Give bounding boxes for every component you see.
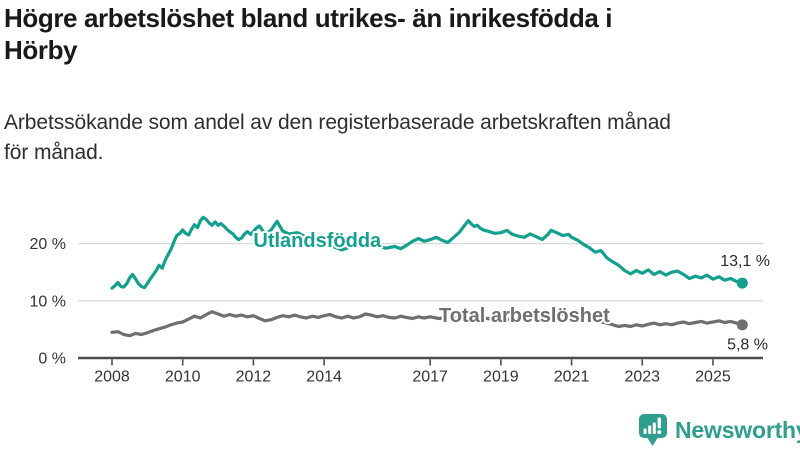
y-axis-tick-label: 0 %: [38, 351, 66, 368]
x-axis-tick-label: 2019: [483, 369, 519, 386]
page-title-line-1: Högre arbetslöshet bland utrikes- än inr…: [4, 3, 613, 33]
page-subtitle: Arbetssökande som andel av den registerb…: [4, 108, 792, 168]
x-axis-tick-label: 2021: [554, 369, 590, 386]
x-axis-tick-label: 2014: [306, 369, 342, 386]
x-axis-tick-label: 2010: [165, 369, 201, 386]
newsworthy-bubble-chart-icon: [639, 414, 667, 446]
series-line: [110, 215, 744, 290]
series-label: Total arbetslöshet: [439, 305, 610, 327]
series-end-dot: [736, 319, 748, 331]
x-axis-tick-label: 2017: [412, 369, 448, 386]
page-title-line-2: Hörby: [4, 35, 78, 65]
newsworthy-brand-name: Newsworthy: [675, 416, 800, 443]
page-title: Högre arbetslöshet bland utrikes- än inr…: [4, 2, 792, 66]
series-line: [110, 310, 744, 338]
page-subtitle-line-1: Arbetssökande som andel av den registerb…: [4, 111, 671, 134]
x-axis-tick-label: 2012: [236, 369, 272, 386]
page-subtitle-line-2: för månad.: [4, 141, 104, 164]
x-axis-tick-label: 2008: [94, 369, 130, 386]
series-end-value-label: 5,8 %: [727, 336, 768, 353]
series-end-dot: [736, 277, 748, 289]
unemployment-line-chart: 0 % 10 % 20 % 2008 2010 2012 2014 2017 2019 2021 2…: [0, 185, 800, 400]
line-chart-canvas: 0 % 10 % 20 % 2008 2010 2012 2014 2017 2019 2021 2…: [30, 215, 770, 386]
x-axis-tick-label: 2025: [695, 369, 731, 386]
y-axis-tick-label: 20 %: [30, 236, 66, 253]
newsworthy-logo: Newsworthy: [638, 413, 800, 447]
series-end-value-label: 13,1 %: [720, 253, 770, 270]
series-label: Utlandsfödda: [253, 230, 382, 252]
x-axis-tick-label: 2023: [624, 369, 660, 386]
y-axis-tick-label: 10 %: [30, 293, 66, 310]
